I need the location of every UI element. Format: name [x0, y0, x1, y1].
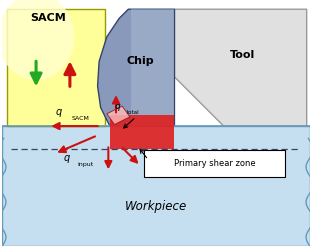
Text: input: input: [78, 162, 94, 167]
Polygon shape: [107, 106, 130, 124]
Ellipse shape: [0, 0, 75, 80]
Bar: [2, 126, 310, 246]
Text: Tool: Tool: [229, 50, 255, 60]
Bar: [7, 9, 105, 126]
Text: SACM: SACM: [71, 116, 89, 121]
Text: total: total: [127, 110, 139, 115]
Polygon shape: [174, 9, 307, 126]
Text: $q$: $q$: [55, 107, 63, 119]
Text: SACM: SACM: [31, 14, 66, 23]
FancyBboxPatch shape: [144, 150, 285, 177]
Text: Chip: Chip: [127, 57, 154, 66]
Text: Primary shear zone: Primary shear zone: [173, 159, 255, 168]
Text: $q$: $q$: [63, 154, 71, 165]
Text: Workpiece: Workpiece: [125, 200, 187, 213]
Bar: [110, 115, 174, 149]
Polygon shape: [98, 9, 174, 126]
Text: $q$: $q$: [114, 102, 121, 113]
Polygon shape: [131, 9, 174, 126]
